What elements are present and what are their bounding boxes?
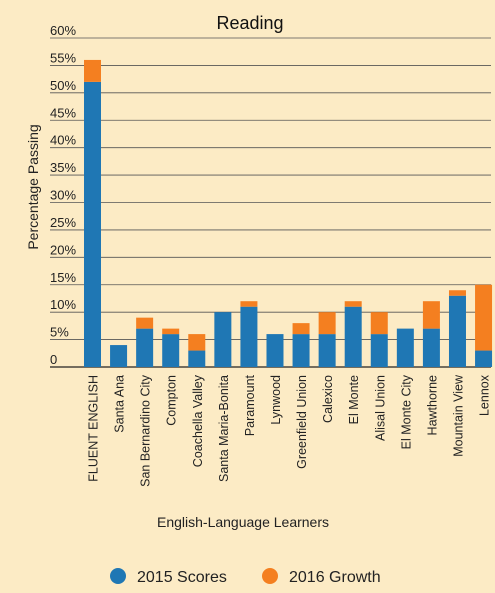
bar-2015-scores [136, 328, 154, 367]
x-tick-label: Compton [165, 375, 179, 426]
y-axis-label: Percentage Passing [25, 124, 41, 249]
x-tick-label: Paramount [243, 374, 257, 436]
bar-2015-scores [370, 334, 388, 367]
x-axis-label: English-Language Learners [157, 514, 329, 530]
x-tick-label: San Bernardino City [139, 374, 153, 487]
x-tick-labels: FLUENT ENGLISH Santa Ana San Bernardino Ci… [87, 374, 492, 487]
y-tick-label: 30% [50, 188, 76, 203]
bar-2016-growth [344, 301, 362, 307]
bar-2015-scores [240, 306, 258, 367]
x-tick-label: Greenfield Union [295, 375, 309, 469]
bar-2016-growth [370, 312, 388, 335]
bar-2015-scores [110, 345, 128, 367]
bar-2015-scores [396, 328, 414, 367]
x-tick-label: Santa Maria-Bonita [217, 375, 231, 482]
chart-title: Reading [216, 13, 283, 33]
bar-2016-growth [136, 317, 154, 329]
x-tick-label: Lynwood [269, 375, 283, 425]
gridlines [50, 37, 491, 368]
legend-label: 2016 Growth [289, 569, 381, 586]
y-tick-label: 5% [50, 325, 69, 340]
bar-2016-growth [422, 301, 440, 329]
y-tick-label: 20% [50, 242, 76, 257]
y-tick-label: 0 [50, 352, 57, 367]
x-tick-label: El Monte [347, 375, 361, 424]
bar-2015-scores [266, 334, 284, 367]
y-tick-label: 50% [50, 78, 76, 93]
bar-2015-scores [292, 334, 310, 367]
x-tick-label: Lennox [478, 374, 492, 416]
bar-2016-growth [318, 312, 336, 335]
bar-2015-scores [448, 295, 466, 367]
bar-2015-scores [162, 334, 180, 367]
bar-2016-growth [240, 301, 258, 307]
x-tick-label: FLUENT ENGLISH [87, 375, 101, 482]
legend: 2015 Scores 2016 Growth [110, 568, 381, 586]
x-tick-label: El Monte City [399, 374, 413, 449]
bar-2015-scores [475, 350, 493, 367]
y-tick-label: 35% [50, 160, 76, 175]
bar-2015-scores [422, 328, 440, 367]
x-tick-label: Mountain View [451, 374, 465, 457]
bar-2016-growth [162, 328, 180, 335]
bar-2016-growth [188, 334, 206, 351]
bar-2015-scores [84, 81, 101, 367]
y-tick-label: 15% [50, 270, 76, 285]
x-tick-label: Calexico [321, 375, 335, 423]
bar-2016-growth [448, 290, 466, 296]
x-tick-label: Coachella Valley [191, 374, 205, 467]
x-tick-label: Alisal Union [373, 375, 387, 441]
y-tick-label: 40% [50, 133, 76, 148]
bar-2015-scores [318, 334, 336, 367]
y-tick-labels: 0 5% 10% 15% 20% 25% 30% 35% 40% 45% 50% 55% 60% [50, 23, 76, 367]
x-tick-label: Santa Ana [113, 375, 127, 433]
legend-label: 2015 Scores [137, 569, 227, 586]
bars [84, 59, 493, 367]
legend-marker [110, 568, 126, 584]
bar-2015-scores [344, 306, 362, 367]
y-tick-label: 25% [50, 215, 76, 230]
bar-2016-growth [292, 323, 310, 335]
y-tick-label: 55% [50, 50, 76, 65]
bar-2015-scores [214, 312, 232, 367]
bar-2016-growth [475, 284, 493, 351]
x-tick-label: Hawthorne [425, 375, 439, 435]
legend-marker [262, 568, 278, 584]
bar-2015-scores [188, 350, 206, 367]
y-tick-label: 60% [50, 23, 76, 38]
y-tick-label: 10% [50, 297, 76, 312]
bar-2016-growth [84, 59, 101, 82]
y-tick-label: 45% [50, 105, 76, 120]
